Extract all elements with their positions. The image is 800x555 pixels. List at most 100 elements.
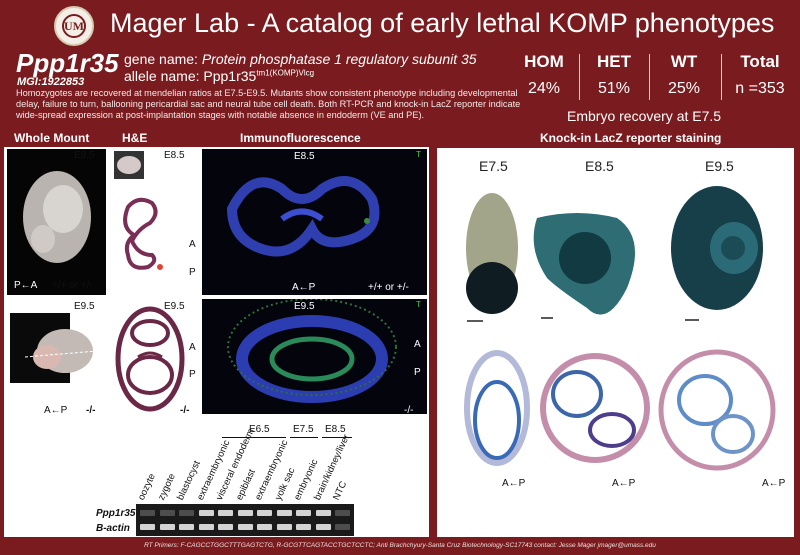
- section-immunofluorescence: Immunofluorescence: [240, 131, 361, 145]
- ppp1r35-band: [179, 510, 194, 516]
- if-bot-stage: E9.5: [294, 301, 315, 312]
- lacz-wholemount-images: [466, 186, 763, 322]
- he-top-stage: E8.5: [164, 150, 185, 161]
- stat-het-label: HET: [597, 52, 631, 71]
- ppp1r35-band: [296, 510, 311, 516]
- mgi-id: MGI:1922853: [17, 76, 85, 88]
- lacz-stage-2: E8.5: [585, 158, 614, 174]
- stat-total: Total n =353: [723, 52, 797, 98]
- lacz-axis-2: A←P: [612, 478, 636, 489]
- gel-row-ppp1r35: Ppp1r35: [96, 508, 136, 519]
- allele-superscript: tm1(KOMP)Vlcg: [256, 68, 315, 78]
- ppp1r35-band: [237, 510, 253, 516]
- bactin-band: [315, 524, 331, 530]
- wm-top-genotype: +/+ or +/-: [52, 280, 93, 291]
- if-bot-axis-p: P: [414, 367, 421, 378]
- lacz-stage-1: E7.5: [479, 158, 508, 174]
- divider: [579, 54, 580, 100]
- ppp1r35-band: [315, 510, 331, 516]
- lacz-stage-3: E9.5: [705, 158, 734, 174]
- whole-mount-image-control: [7, 149, 106, 295]
- ppp1r35-band: [140, 510, 155, 516]
- lacz-axis-3: A←P: [762, 478, 786, 489]
- footer-primers-contact: RT Primers: F-CAGCCTGGCTTTGAGTCTG, R-GCG…: [144, 542, 656, 549]
- stat-hom-label: HOM: [524, 52, 564, 71]
- if-section-image: [226, 176, 380, 257]
- gel-row-bactin: B-actin: [96, 523, 130, 534]
- gel-image: [136, 504, 354, 536]
- wm-bot-axis: A←P: [44, 405, 68, 416]
- bactin-band: [257, 524, 272, 530]
- he-bot-stage: E9.5: [164, 301, 185, 312]
- gene-symbol: Ppp1r35: [16, 48, 119, 78]
- wm-top-stage: E9.5: [74, 150, 95, 161]
- seal-emblem-icon: UM: [62, 14, 86, 38]
- stage-bracket: [322, 437, 352, 438]
- gene-name-value: Protein phosphatase 1 regulatory subunit…: [201, 51, 477, 67]
- lacz-section-images: [464, 349, 776, 471]
- if-bot-genotype: -/-: [404, 405, 414, 416]
- if-top-axis: A←P: [292, 282, 316, 293]
- stat-het: HET 51%: [585, 52, 643, 98]
- ppp1r35-band: [257, 510, 272, 516]
- section-whole-mount: Whole Mount: [14, 131, 90, 145]
- he-top-axis-a: A: [189, 239, 196, 250]
- bactin-band: [179, 524, 194, 530]
- gene-name-label: gene name:: [124, 51, 202, 67]
- stage-bracket: [222, 437, 286, 438]
- section-he: H&E: [122, 131, 148, 145]
- embryo-image: [10, 313, 98, 383]
- allele-label: allele name:: [124, 68, 204, 84]
- left-figure-panel: E9.5 P←A +/+ or +/- E9.5 A←P -/- E8.5 A …: [4, 147, 429, 537]
- genotype-stats: HOM 24% HET 51% WT 25% Total n =353: [515, 52, 797, 104]
- gel-stage-1: E6.5: [249, 424, 270, 435]
- he-section-image: [115, 306, 185, 412]
- gel-stage-2: E7.5: [293, 424, 314, 435]
- gel-lane-label: oozyte: [136, 471, 158, 502]
- section-lacz: Knock-in LacZ reporter staining: [540, 131, 722, 145]
- gel-lane-label: NTC: [331, 479, 350, 502]
- allele-base: Ppp1r35: [203, 68, 257, 84]
- ppp1r35-band: [335, 510, 350, 516]
- if-image-control: [202, 149, 427, 295]
- stat-wt-value: 25%: [667, 80, 701, 97]
- stat-total-value: n =353: [735, 80, 785, 97]
- if-top-stage: E8.5: [294, 151, 315, 162]
- stat-wt-label: WT: [670, 52, 698, 71]
- if-bot-t-label: T: [416, 300, 421, 309]
- he-section-image: [114, 151, 163, 270]
- ppp1r35-band: [198, 510, 214, 516]
- divider: [721, 54, 722, 100]
- embryo-image: [23, 171, 91, 263]
- embryo-recovery-caption: Embryo recovery at E7.5: [567, 108, 722, 124]
- whole-mount-image-mutant: [7, 299, 106, 414]
- stat-hom-value: 24%: [527, 80, 561, 97]
- university-seal-logo: UM: [54, 6, 94, 46]
- bactin-band: [276, 524, 292, 530]
- stat-het-value: 51%: [597, 80, 631, 97]
- bactin-band: [335, 524, 350, 530]
- page-title: Mager Lab - A catalog of early lethal KO…: [110, 8, 775, 38]
- he-bot-axis-a: A: [189, 342, 196, 353]
- bactin-band: [218, 524, 233, 530]
- he-bot-axis-p: P: [189, 369, 196, 380]
- bactin-band: [140, 524, 155, 530]
- he-image-control: [110, 149, 198, 295]
- stage-bracket: [290, 437, 318, 438]
- divider: [649, 54, 650, 100]
- if-top-t-label: T: [416, 150, 421, 159]
- lacz-figure-panel: E7.5 E8.5 E9.5 A←P A←P A←P: [437, 148, 794, 537]
- stat-total-label: Total: [740, 52, 780, 71]
- stat-hom: HOM 24%: [515, 52, 573, 98]
- ppp1r35-band: [159, 510, 175, 516]
- bactin-band: [198, 524, 214, 530]
- gel-lane-label: zygote: [155, 471, 178, 502]
- if-section-image: [227, 299, 397, 403]
- bactin-band: [237, 524, 253, 530]
- if-top-genotype: +/+ or +/-: [368, 282, 409, 293]
- allele-name: allele name: Ppp1r35tm1(KOMP)Vlcg: [124, 68, 314, 84]
- stat-wt: WT 25%: [655, 52, 713, 98]
- he-bot-genotype: -/-: [180, 405, 190, 416]
- bactin-band: [296, 524, 311, 530]
- gel-stage-3: E8.5: [325, 424, 346, 435]
